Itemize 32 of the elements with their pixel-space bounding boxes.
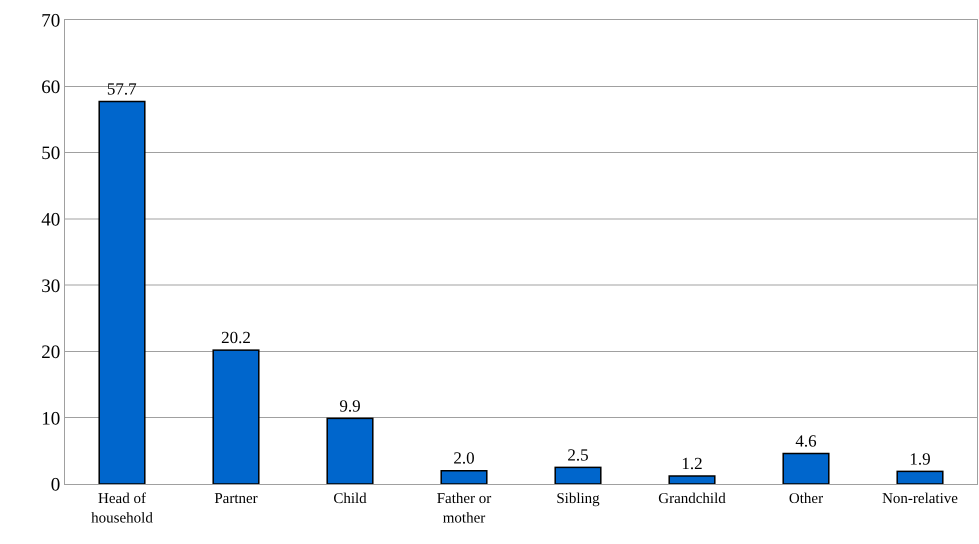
bar: [212, 349, 260, 484]
data-label: 1.9: [909, 449, 931, 468]
y-tick-label: 10: [41, 408, 60, 430]
bar: [896, 470, 944, 484]
x-tick-label: Grandchild: [658, 491, 726, 507]
x-tick-label: Other: [788, 491, 824, 507]
x-tick-label: Head of household: [91, 491, 154, 526]
bar: [782, 452, 830, 484]
x-tick-label: Sibling: [556, 491, 600, 507]
data-label: 1.2: [681, 454, 703, 474]
data-label: 4.6: [795, 432, 817, 451]
bar: [326, 418, 374, 484]
x-tick-label: Child: [333, 491, 368, 507]
x-tick-label: Father or mother: [436, 491, 492, 526]
data-label: 9.9: [339, 396, 361, 416]
bar: [98, 100, 146, 484]
data-label: 20.2: [221, 328, 251, 348]
y-tick-label: 50: [41, 143, 60, 164]
y-tick-label: 30: [41, 276, 60, 297]
y-tick-label: 40: [41, 210, 60, 231]
data-label: 2.0: [453, 448, 475, 468]
data-label: 57.7: [106, 80, 138, 99]
y-tick-label: 0: [50, 474, 60, 496]
x-tick-label: Non-relative: [882, 491, 958, 507]
data-label: 2.5: [567, 445, 589, 464]
bar: [668, 475, 716, 484]
y-tick-label: 60: [41, 76, 60, 98]
y-tick-label: 70: [41, 10, 60, 32]
y-tick-label: 20: [41, 342, 60, 364]
bar: [440, 470, 488, 484]
bar: [554, 466, 602, 484]
x-tick-label: Partner: [214, 491, 258, 507]
